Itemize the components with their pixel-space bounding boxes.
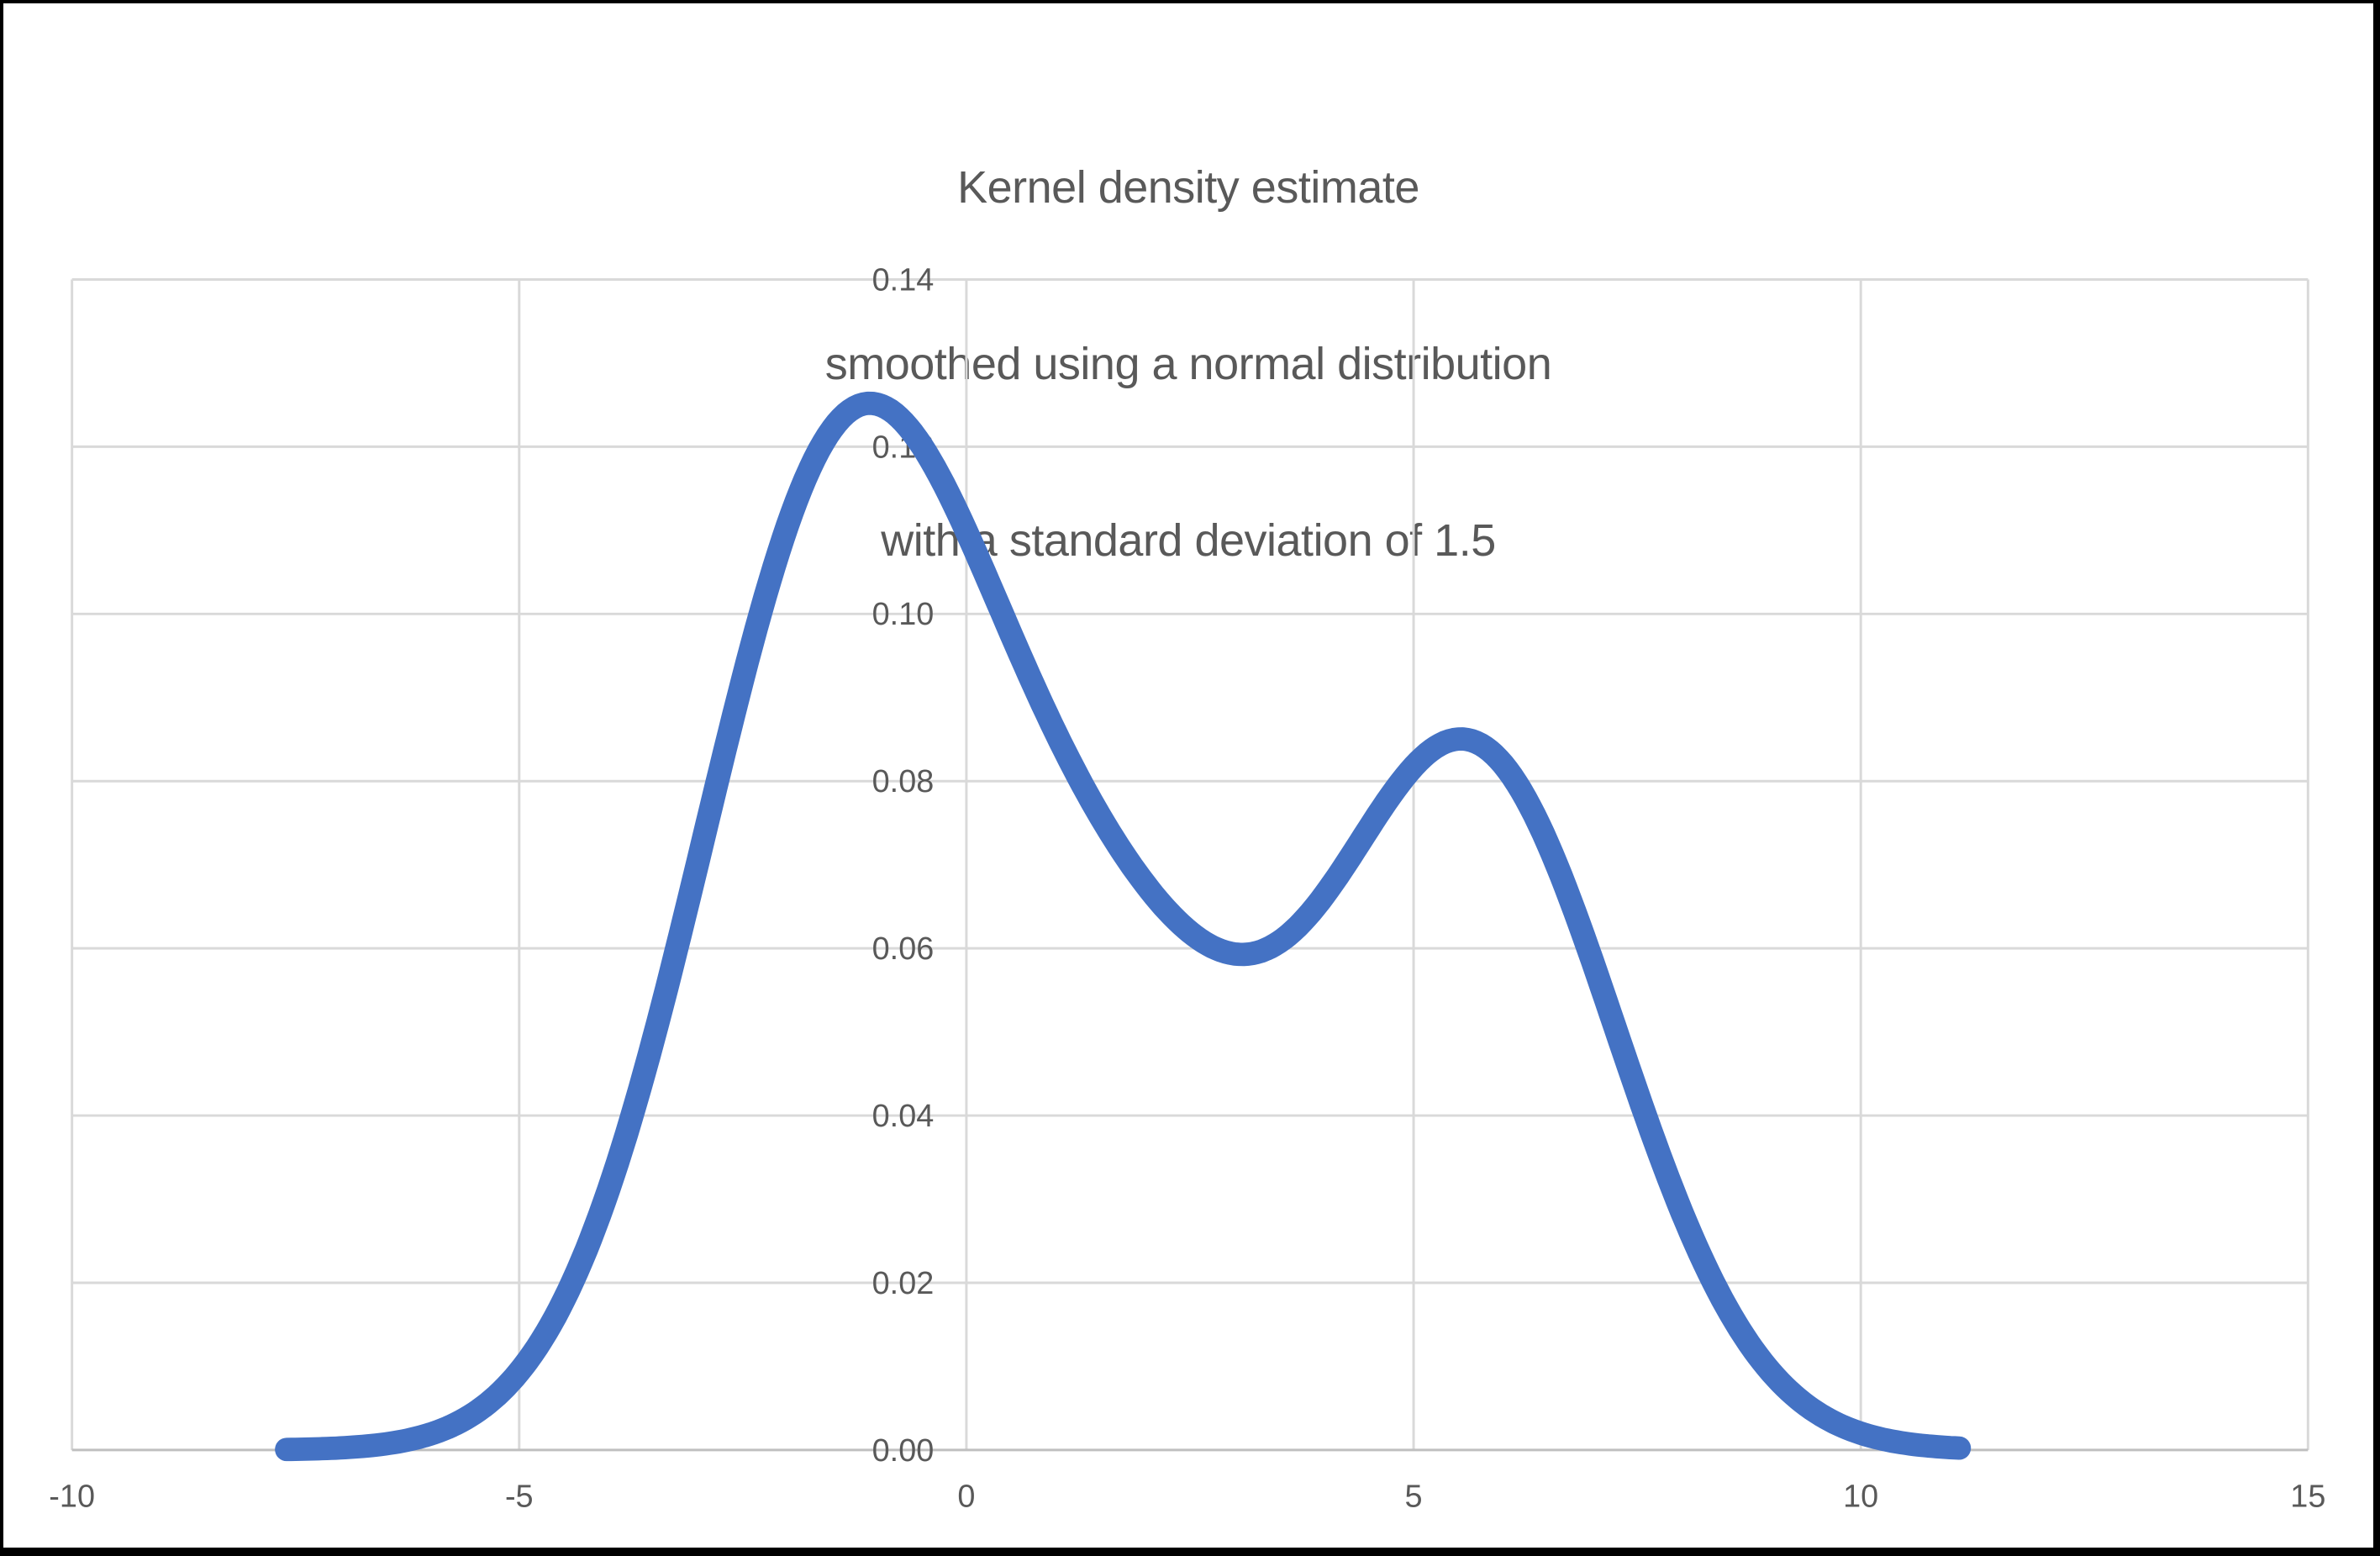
x-tick-label-10: 10	[1843, 1479, 1878, 1514]
x-tick-label-15: 15	[2290, 1479, 2325, 1514]
y-tick-label-0.10: 0.10	[872, 597, 935, 632]
y-tick-label-0.14: 0.14	[872, 262, 935, 298]
y-tick-label-0.04: 0.04	[872, 1099, 935, 1134]
y-tick-label-0.08: 0.08	[872, 764, 935, 799]
kde-curve	[275, 391, 1972, 1462]
chart-title-line-2: smoothed using a normal distribution	[824, 339, 1552, 389]
chart-canvas: Kernel density estimate smoothed using a…	[3, 3, 2373, 1548]
chart-title-line-3: with a standard deviation of 1.5	[881, 515, 1496, 566]
y-tick-label-0.00: 0.00	[872, 1433, 935, 1469]
x-tick-label--10: -10	[49, 1479, 95, 1514]
chart-title: Kernel density estimate smoothed using a…	[3, 40, 2373, 688]
kde-chart: 0.000.020.040.060.080.100.120.14-10 -5 0 5 1…	[49, 262, 2325, 1514]
y-tick-label-0.06: 0.06	[872, 931, 935, 967]
x-tick-label-0: 0	[957, 1479, 975, 1514]
y-tick-label-0.02: 0.02	[872, 1266, 935, 1301]
x-tick-label-5: 5	[1405, 1479, 1423, 1514]
chart-title-line-1: Kernel density estimate	[957, 162, 1419, 213]
x-tick-label--5: -5	[505, 1479, 534, 1514]
